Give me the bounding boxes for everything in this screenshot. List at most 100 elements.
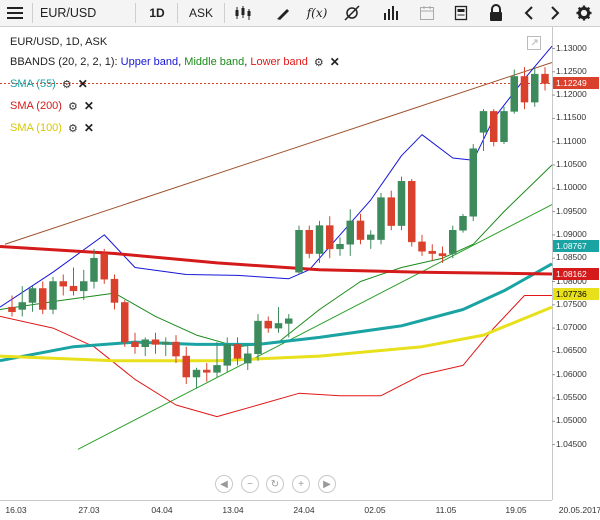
- candle-body[interactable]: [295, 229, 303, 273]
- price-tick-label: 1.05000: [556, 415, 587, 426]
- candle-body[interactable]: [254, 320, 262, 354]
- price-chart[interactable]: [0, 27, 600, 520]
- series-line-middle-band[interactable]: [0, 164, 553, 348]
- candle-body[interactable]: [223, 344, 231, 366]
- candle-body[interactable]: [500, 111, 508, 142]
- lock-icon[interactable]: [481, 0, 511, 25]
- series-line-sma-55[interactable]: [0, 262, 553, 363]
- candle-body[interactable]: [151, 339, 160, 345]
- candle-body[interactable]: [510, 76, 518, 112]
- price-badge: 1.08162: [553, 267, 599, 280]
- candle-body[interactable]: [449, 229, 457, 254]
- fx-icon[interactable]: f(x): [306, 5, 328, 20]
- bbands-settings-gear-icon[interactable]: ⚙: [313, 56, 324, 69]
- candle-body[interactable]: [172, 341, 180, 357]
- candle-body[interactable]: [274, 323, 283, 329]
- trend-line-upper[interactable]: [4, 62, 553, 245]
- candle-body[interactable]: [336, 243, 344, 250]
- candle-body[interactable]: [192, 369, 201, 378]
- candle-body[interactable]: [469, 148, 477, 217]
- symbol-selector[interactable]: EUR/USD: [40, 0, 132, 25]
- candle-body[interactable]: [346, 220, 354, 245]
- candle-body[interactable]: [18, 302, 26, 310]
- gear-icon[interactable]: [570, 0, 598, 25]
- series-line-sma-200[interactable]: [0, 245, 553, 276]
- candle-body[interactable]: [162, 341, 170, 345]
- candle-body[interactable]: [59, 281, 67, 287]
- sma100-label: SMA (100): [10, 122, 62, 134]
- candle-body[interactable]: [244, 353, 252, 364]
- candle-body[interactable]: [141, 339, 149, 347]
- price-tick-label: 1.12500: [556, 65, 587, 76]
- candle-body[interactable]: [490, 111, 498, 142]
- menu-icon[interactable]: [0, 0, 30, 25]
- sma55-close-icon[interactable]: ✕: [77, 77, 88, 91]
- crosshair-icon[interactable]: [337, 0, 367, 25]
- candle-body[interactable]: [377, 197, 385, 240]
- timeframe-button[interactable]: 1D: [140, 0, 174, 25]
- sma100-settings-gear-icon[interactable]: ⚙: [67, 122, 78, 135]
- scroll-right-button[interactable]: ▶: [318, 475, 336, 493]
- back-icon[interactable]: [517, 0, 541, 25]
- price-type-button[interactable]: ASK: [182, 0, 220, 25]
- series-line-sma-100[interactable]: [0, 305, 553, 363]
- candle-body[interactable]: [367, 234, 375, 240]
- candle-body[interactable]: [531, 73, 539, 103]
- candle-body[interactable]: [39, 288, 47, 310]
- date-tick-label: 19.05: [505, 505, 527, 515]
- candle-body[interactable]: [418, 241, 426, 252]
- print-icon[interactable]: [446, 0, 476, 25]
- draw-icon[interactable]: [268, 0, 298, 25]
- series-line-lower-band[interactable]: [0, 295, 552, 418]
- candle-body[interactable]: [438, 253, 447, 257]
- candle-body[interactable]: [326, 225, 334, 250]
- trend-line-lower[interactable]: [77, 204, 553, 450]
- candle-body[interactable]: [110, 278, 119, 303]
- date-tick-label: 11.05: [435, 505, 457, 515]
- sma55-settings-gear-icon[interactable]: ⚙: [61, 78, 72, 91]
- price-tick-label: 1.09000: [556, 228, 587, 239]
- sma200-settings-gear-icon[interactable]: ⚙: [67, 100, 78, 113]
- forward-icon[interactable]: [543, 0, 567, 25]
- candle-body[interactable]: [233, 344, 242, 359]
- series-line-upper-band[interactable]: [0, 45, 553, 308]
- scroll-left-button[interactable]: ◀: [215, 475, 233, 493]
- candle-body[interactable]: [131, 341, 139, 347]
- candles-icon[interactable]: [228, 0, 258, 25]
- candle-body[interactable]: [408, 181, 416, 243]
- candle-body[interactable]: [387, 197, 395, 226]
- expand-icon[interactable]: [527, 36, 541, 50]
- candle-body[interactable]: [264, 320, 272, 329]
- candle-body[interactable]: [459, 216, 467, 231]
- candle-body[interactable]: [100, 253, 108, 280]
- date-tick-label: 13.04: [222, 505, 244, 515]
- calendar-icon[interactable]: [412, 0, 442, 25]
- candle-body[interactable]: [49, 281, 57, 310]
- candle-body[interactable]: [8, 306, 16, 313]
- candle-body[interactable]: [315, 225, 324, 254]
- candle-body[interactable]: [28, 288, 37, 303]
- candle-body[interactable]: [182, 355, 190, 378]
- zoom-out-button[interactable]: −: [241, 475, 259, 493]
- candle-body[interactable]: [479, 111, 488, 133]
- candle-body[interactable]: [541, 73, 549, 84]
- sma100-close-icon[interactable]: ✕: [83, 121, 94, 135]
- sma200-legend: SMA (200) ⚙ ✕: [10, 99, 94, 113]
- candle-body[interactable]: [90, 257, 98, 282]
- bbands-close-icon[interactable]: ✕: [329, 55, 340, 69]
- volume-bars-icon[interactable]: [376, 0, 406, 25]
- candle-body[interactable]: [520, 76, 529, 103]
- candle-body[interactable]: [397, 181, 406, 226]
- zoom-in-button[interactable]: +: [292, 475, 310, 493]
- candle-body[interactable]: [80, 281, 88, 292]
- candle-body[interactable]: [213, 365, 221, 373]
- candle-body[interactable]: [203, 369, 211, 373]
- reset-zoom-button[interactable]: ↻: [266, 475, 284, 493]
- sma200-close-icon[interactable]: ✕: [83, 99, 94, 113]
- candle-body[interactable]: [428, 250, 436, 254]
- candle-body[interactable]: [121, 302, 129, 343]
- candle-body[interactable]: [356, 220, 365, 240]
- candle-body[interactable]: [69, 285, 78, 292]
- candle-body[interactable]: [305, 229, 313, 254]
- candle-body[interactable]: [285, 318, 293, 324]
